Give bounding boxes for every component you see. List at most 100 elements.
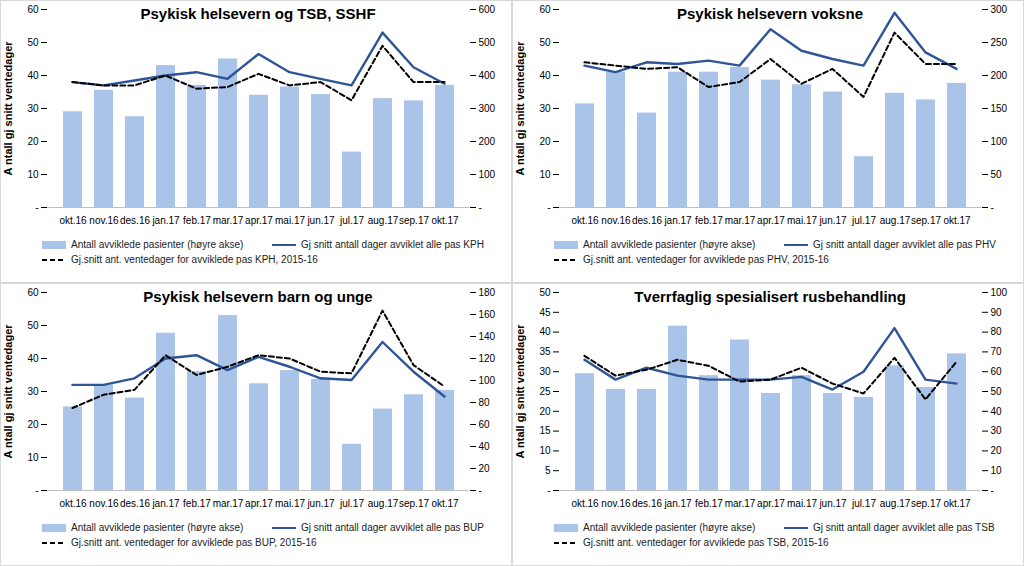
svg-text:70: 70 xyxy=(991,346,1003,357)
svg-text:50: 50 xyxy=(27,320,39,331)
svg-text:-: - xyxy=(35,202,38,213)
svg-text:20: 20 xyxy=(479,463,491,474)
svg-text:des.16: des.16 xyxy=(632,215,662,226)
svg-text:200: 200 xyxy=(479,136,496,147)
svg-text:50: 50 xyxy=(27,37,39,48)
svg-text:sep.17: sep.17 xyxy=(911,215,941,226)
svg-text:20: 20 xyxy=(27,136,39,147)
svg-text:mar.17: mar.17 xyxy=(213,215,244,226)
svg-text:100: 100 xyxy=(479,375,496,386)
svg-text:40: 40 xyxy=(539,70,551,81)
svg-text:-: - xyxy=(991,485,994,496)
svg-text:300: 300 xyxy=(479,103,496,114)
svg-text:30: 30 xyxy=(539,366,551,377)
svg-text:jul.17: jul.17 xyxy=(339,215,364,226)
svg-text:10: 10 xyxy=(539,445,551,456)
svg-text:40: 40 xyxy=(991,406,1003,417)
svg-text:jun.17: jun.17 xyxy=(818,498,847,509)
svg-text:okt.17: okt.17 xyxy=(431,498,459,509)
svg-text:apr.17: apr.17 xyxy=(757,215,785,226)
svg-text:nov.16: nov.16 xyxy=(601,498,631,509)
svg-text:40: 40 xyxy=(539,326,551,337)
svg-text:mai.17: mai.17 xyxy=(275,215,305,226)
svg-text:100: 100 xyxy=(991,136,1008,147)
svg-text:jul.17: jul.17 xyxy=(339,498,364,509)
svg-text:mai.17: mai.17 xyxy=(787,215,817,226)
svg-text:-: - xyxy=(547,485,550,496)
svg-text:okt.16: okt.16 xyxy=(59,498,87,509)
svg-text:50: 50 xyxy=(991,386,1003,397)
svg-text:20: 20 xyxy=(539,406,551,417)
svg-text:5: 5 xyxy=(545,465,551,476)
svg-text:jan.17: jan.17 xyxy=(663,498,692,509)
svg-text:okt.16: okt.16 xyxy=(571,498,599,509)
svg-text:-: - xyxy=(35,485,38,496)
svg-text:200: 200 xyxy=(991,70,1008,81)
svg-text:20: 20 xyxy=(991,445,1003,456)
svg-text:100: 100 xyxy=(991,287,1008,298)
svg-text:50: 50 xyxy=(539,37,551,48)
svg-text:90: 90 xyxy=(991,307,1003,318)
svg-text:-: - xyxy=(479,202,482,213)
svg-text:-: - xyxy=(991,202,994,213)
svg-text:160: 160 xyxy=(479,309,496,320)
svg-text:20: 20 xyxy=(27,419,39,430)
svg-text:okt.17: okt.17 xyxy=(431,215,459,226)
svg-text:nov.16: nov.16 xyxy=(89,215,119,226)
svg-text:apr.17: apr.17 xyxy=(757,498,785,509)
svg-text:50: 50 xyxy=(539,287,551,298)
svg-text:120: 120 xyxy=(479,353,496,364)
svg-text:-: - xyxy=(479,485,482,496)
svg-text:A ntall gj snitt ventedager: A ntall gj snitt ventedager xyxy=(2,41,14,176)
svg-text:25: 25 xyxy=(539,386,551,397)
svg-text:150: 150 xyxy=(991,103,1008,114)
svg-text:des.16: des.16 xyxy=(120,215,150,226)
svg-text:sep.17: sep.17 xyxy=(399,498,429,509)
svg-text:30: 30 xyxy=(27,386,39,397)
svg-text:jan.17: jan.17 xyxy=(151,215,180,226)
svg-text:feb.17: feb.17 xyxy=(695,498,723,509)
svg-text:60: 60 xyxy=(479,419,491,430)
svg-text:sep.17: sep.17 xyxy=(399,215,429,226)
svg-text:40: 40 xyxy=(479,441,491,452)
svg-text:mar.17: mar.17 xyxy=(725,215,756,226)
svg-text:A ntall gj snitt ventedager: A ntall gj snitt ventedager xyxy=(514,41,526,176)
svg-text:okt.16: okt.16 xyxy=(571,215,599,226)
svg-text:des.16: des.16 xyxy=(632,498,662,509)
svg-text:100: 100 xyxy=(479,169,496,180)
svg-text:jan.17: jan.17 xyxy=(151,498,180,509)
svg-text:60: 60 xyxy=(991,366,1003,377)
svg-text:jun.17: jun.17 xyxy=(818,215,847,226)
svg-text:jun.17: jun.17 xyxy=(306,215,335,226)
svg-text:60: 60 xyxy=(27,4,39,15)
svg-text:A ntall gj snitt ventedager: A ntall gj snitt ventedager xyxy=(514,324,526,459)
svg-text:500: 500 xyxy=(479,37,496,48)
svg-text:30: 30 xyxy=(27,103,39,114)
svg-text:10: 10 xyxy=(991,465,1003,476)
svg-text:80: 80 xyxy=(479,397,491,408)
svg-text:feb.17: feb.17 xyxy=(183,215,211,226)
svg-text:jun.17: jun.17 xyxy=(306,498,335,509)
svg-text:60: 60 xyxy=(27,287,39,298)
svg-text:250: 250 xyxy=(991,37,1008,48)
svg-text:50: 50 xyxy=(991,169,1003,180)
svg-text:feb.17: feb.17 xyxy=(183,498,211,509)
svg-text:-: - xyxy=(547,202,550,213)
svg-text:35: 35 xyxy=(539,346,551,357)
svg-text:aug.17: aug.17 xyxy=(880,215,911,226)
svg-text:A ntall gj snitt ventedager: A ntall gj snitt ventedager xyxy=(2,324,14,459)
svg-text:10: 10 xyxy=(27,169,39,180)
svg-text:mai.17: mai.17 xyxy=(787,498,817,509)
svg-text:140: 140 xyxy=(479,331,496,342)
svg-text:60: 60 xyxy=(539,4,551,15)
svg-text:aug.17: aug.17 xyxy=(368,498,399,509)
svg-text:10: 10 xyxy=(27,452,39,463)
svg-text:okt.17: okt.17 xyxy=(943,498,971,509)
svg-text:jan.17: jan.17 xyxy=(663,215,692,226)
svg-text:mar.17: mar.17 xyxy=(725,498,756,509)
svg-text:feb.17: feb.17 xyxy=(695,215,723,226)
svg-text:mar.17: mar.17 xyxy=(213,498,244,509)
svg-text:okt.17: okt.17 xyxy=(943,215,971,226)
svg-text:aug.17: aug.17 xyxy=(880,498,911,509)
svg-text:80: 80 xyxy=(991,326,1003,337)
